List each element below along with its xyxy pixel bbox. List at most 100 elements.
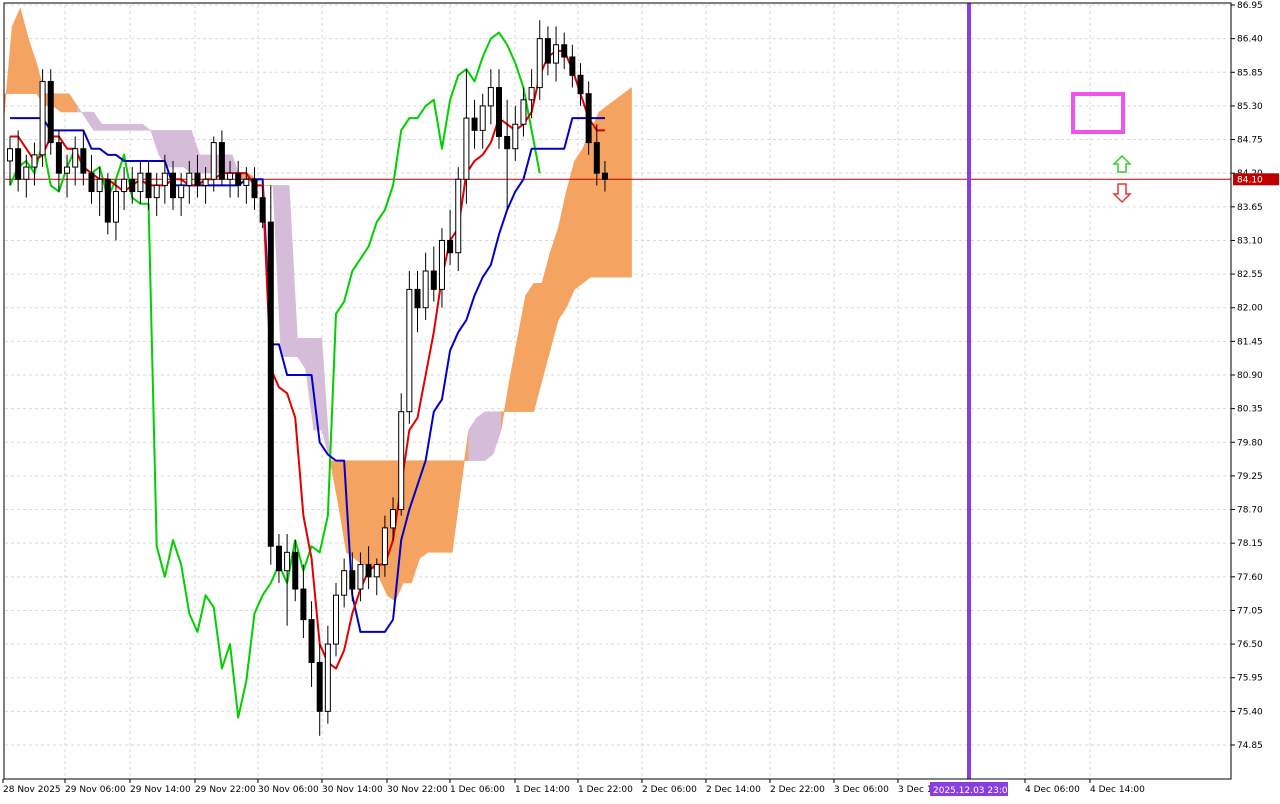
candle xyxy=(471,99,478,149)
candle-body xyxy=(324,643,331,712)
candle xyxy=(373,558,380,596)
signal-arrows xyxy=(1112,154,1132,204)
candle-body xyxy=(112,191,119,223)
candle xyxy=(210,136,217,192)
cloud-segment xyxy=(615,93,624,278)
candle xyxy=(80,130,87,186)
candle-body xyxy=(251,178,258,199)
candle xyxy=(259,185,266,229)
candle-body xyxy=(80,148,87,174)
signal-box xyxy=(1071,92,1125,134)
cloud-segment xyxy=(517,295,526,412)
candle xyxy=(308,601,315,687)
y-tick-label: 78.15 xyxy=(1237,539,1263,549)
candle-body xyxy=(406,288,413,413)
candle-body xyxy=(479,105,486,131)
candle-body xyxy=(145,172,152,199)
candle xyxy=(218,130,225,186)
cloud-segment xyxy=(117,124,127,131)
candle-body xyxy=(170,172,176,199)
candle-body xyxy=(471,117,478,131)
cloud-segment xyxy=(590,111,600,278)
cloud-segment xyxy=(28,38,37,94)
time-marker-label: 2025.12.03 23:00 xyxy=(930,782,1014,796)
candle-body xyxy=(577,74,584,95)
candle xyxy=(528,69,535,119)
candle xyxy=(569,44,576,88)
x-tick-label: 28 Nov 2025 xyxy=(3,785,61,795)
candle xyxy=(324,625,331,724)
candle xyxy=(235,160,242,198)
candle xyxy=(316,644,323,736)
cloud-segment xyxy=(52,93,62,113)
cloud-segment xyxy=(460,430,469,492)
candle xyxy=(365,546,372,590)
candle-body xyxy=(357,564,364,590)
candle xyxy=(137,160,144,204)
candle xyxy=(284,534,291,626)
x-tick-label: 1 Dec 06:00 xyxy=(450,785,505,795)
candle xyxy=(186,160,193,204)
x-tick-label: 1 Dec 14:00 xyxy=(515,785,570,795)
candle xyxy=(227,160,234,198)
cloud-segment xyxy=(549,228,559,351)
cloud-segment xyxy=(492,411,502,455)
candle xyxy=(292,540,299,602)
candle xyxy=(463,69,470,204)
candle xyxy=(601,160,608,192)
candle xyxy=(504,99,511,210)
cloud-segment xyxy=(109,124,119,131)
candle-body xyxy=(15,148,22,180)
x-tick-label: 3 Dec 14:00 xyxy=(898,785,953,795)
cloud-segment xyxy=(509,338,518,412)
candle xyxy=(202,167,209,204)
candle-body xyxy=(447,239,454,254)
candle-body xyxy=(585,93,592,144)
candle-body xyxy=(593,142,600,174)
cloud-segment xyxy=(533,283,543,412)
candle xyxy=(593,124,600,186)
candle xyxy=(194,154,201,198)
candle xyxy=(104,173,111,235)
y-tick-label: 75.40 xyxy=(1237,707,1263,717)
candle xyxy=(275,534,282,583)
x-tick-label: 4 Dec 14:00 xyxy=(1090,785,1145,795)
candle xyxy=(7,136,13,186)
candle-body xyxy=(381,527,388,566)
candle xyxy=(161,154,168,204)
arrow-up-icon xyxy=(1112,154,1132,173)
candle xyxy=(553,26,560,82)
candle-body xyxy=(137,172,144,193)
time-marker-value: 2025.12.03 23:00 xyxy=(933,786,1014,796)
y-tick-label: 80.90 xyxy=(1237,371,1263,381)
candle-body xyxy=(267,221,274,547)
candle-body xyxy=(202,178,209,186)
candle-body xyxy=(316,661,323,712)
y-tick-label: 81.45 xyxy=(1237,337,1263,347)
cloud-segment xyxy=(191,130,200,174)
candle-body xyxy=(39,80,46,156)
x-tick-label: 2 Dec 14:00 xyxy=(706,785,761,795)
candle-body xyxy=(398,411,405,511)
candle xyxy=(243,167,250,204)
candle-body xyxy=(235,172,242,186)
candle xyxy=(64,154,71,198)
candle-body xyxy=(284,551,291,572)
candle xyxy=(121,167,128,210)
candle-body xyxy=(47,80,54,144)
candle-body xyxy=(227,172,234,180)
cloud-segment xyxy=(403,460,412,584)
cloud-segment xyxy=(297,338,306,370)
ichimoku-cloud xyxy=(3,7,632,602)
candle xyxy=(390,497,397,541)
cloud-segment xyxy=(77,105,86,119)
x-tick-label: 2 Dec 22:00 xyxy=(770,785,825,795)
candle-body xyxy=(72,148,79,168)
x-tick-label: 30 Nov 22:00 xyxy=(387,785,448,795)
candle-body xyxy=(96,178,103,193)
candle-body xyxy=(194,172,201,186)
cloud-segment xyxy=(435,460,445,553)
candle-body xyxy=(210,142,217,180)
